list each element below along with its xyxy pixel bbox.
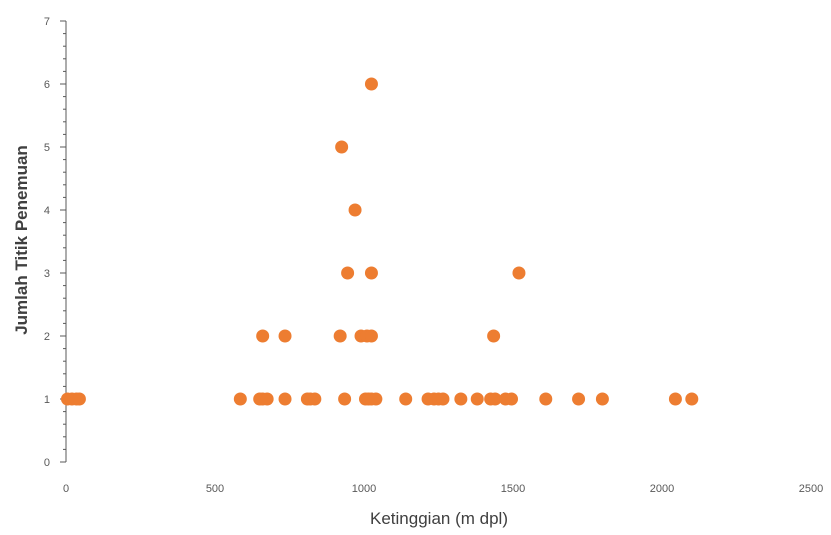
data-point <box>685 392 699 406</box>
y-ticks-group: 0 1 2 3 4 5 6 7 <box>44 16 66 469</box>
data-point <box>454 392 468 406</box>
y-tick-label: 5 <box>44 142 50 154</box>
data-point <box>539 392 553 406</box>
data-point <box>364 329 378 343</box>
x-tick-label: 1000 <box>352 483 376 495</box>
data-point <box>260 392 274 406</box>
data-point <box>341 266 355 280</box>
x-tick-label: 1500 <box>501 483 525 495</box>
data-point <box>369 392 383 406</box>
data-point <box>348 203 362 217</box>
data-point <box>668 392 682 406</box>
data-point <box>333 329 347 343</box>
x-tick-label: 2000 <box>650 483 674 495</box>
data-point <box>233 392 247 406</box>
y-tick-label: 1 <box>44 394 50 406</box>
data-point <box>256 329 270 343</box>
data-points-group <box>60 77 699 406</box>
data-point <box>338 392 352 406</box>
y-tick-label: 4 <box>44 205 50 217</box>
y-tick-label: 7 <box>44 16 50 28</box>
x-tick-label: 0 <box>63 483 69 495</box>
y-tick-label: 0 <box>44 457 50 469</box>
data-point <box>505 392 519 406</box>
data-point <box>512 266 526 280</box>
data-point <box>488 392 502 406</box>
x-ticks-group: 0 500 1000 1500 2000 2500 <box>63 483 823 495</box>
x-tick-label: 2500 <box>799 483 823 495</box>
data-point <box>308 392 322 406</box>
data-point <box>399 392 413 406</box>
x-axis-title: Ketinggian (m dpl) <box>370 509 508 528</box>
y-tick-label: 3 <box>44 268 50 280</box>
x-tick-label: 500 <box>206 483 224 495</box>
data-point <box>364 77 378 91</box>
data-point <box>335 140 349 154</box>
y-tick-label: 6 <box>44 79 50 91</box>
data-point <box>278 329 292 343</box>
data-point <box>572 392 586 406</box>
y-tick-label: 2 <box>44 331 50 343</box>
data-point <box>436 392 450 406</box>
data-point <box>364 266 378 280</box>
data-point <box>470 392 484 406</box>
data-point <box>278 392 292 406</box>
data-point <box>72 392 86 406</box>
data-point <box>595 392 609 406</box>
y-axis-title: Jumlah Titik Penemuan <box>12 145 31 335</box>
data-point <box>487 329 501 343</box>
